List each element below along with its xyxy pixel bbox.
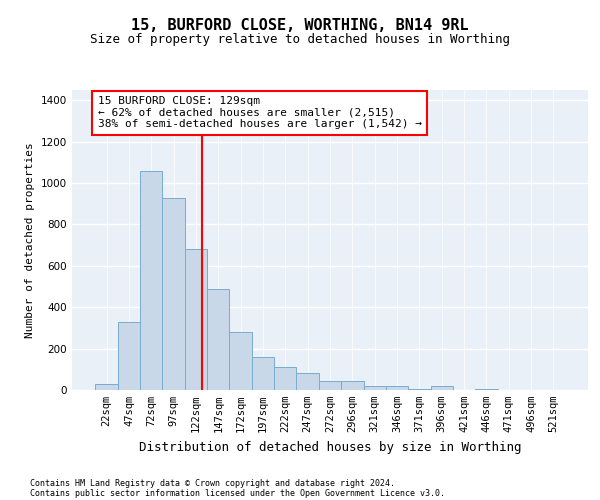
Bar [163,198,185,390]
Bar [185,250,207,390]
Text: Contains public sector information licensed under the Open Government Licence v3: Contains public sector information licen… [30,488,445,498]
Y-axis label: Number of detached properties: Number of detached properties [25,142,35,338]
Bar [296,374,319,390]
Text: 15, BURFORD CLOSE, WORTHING, BN14 9RL: 15, BURFORD CLOSE, WORTHING, BN14 9RL [131,18,469,32]
Text: Size of property relative to detached houses in Worthing: Size of property relative to detached ho… [90,32,510,46]
Bar [431,386,453,390]
Bar [229,332,252,390]
Bar [140,170,163,390]
Bar [475,389,497,390]
Bar [95,384,118,390]
Text: Contains HM Land Registry data © Crown copyright and database right 2024.: Contains HM Land Registry data © Crown c… [30,478,395,488]
Bar [386,386,408,390]
Text: 15 BURFORD CLOSE: 129sqm
← 62% of detached houses are smaller (2,515)
38% of sem: 15 BURFORD CLOSE: 129sqm ← 62% of detach… [98,96,422,130]
Bar [274,367,296,390]
X-axis label: Distribution of detached houses by size in Worthing: Distribution of detached houses by size … [139,440,521,454]
Bar [408,389,431,390]
Bar [207,288,229,390]
Bar [118,322,140,390]
Bar [252,357,274,390]
Bar [364,386,386,390]
Bar [319,380,341,390]
Bar [341,380,364,390]
